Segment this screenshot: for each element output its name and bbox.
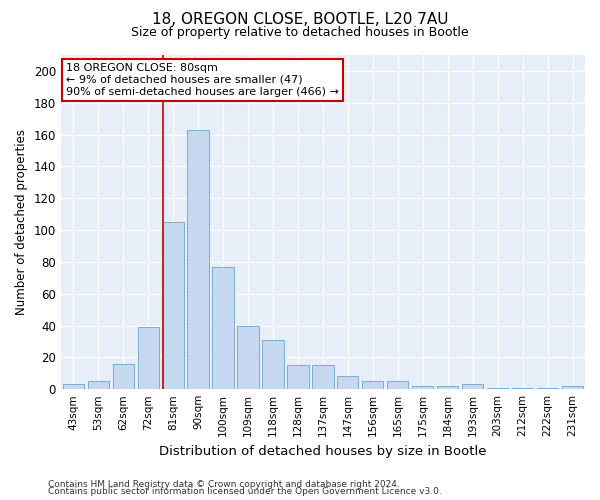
Bar (337, 376, 358, 389)
Text: Contains HM Land Registry data © Crown copyright and database right 2024.: Contains HM Land Registry data © Crown c… (48, 480, 400, 489)
Bar (487, 388, 508, 389)
Bar (262, 340, 284, 389)
Text: Size of property relative to detached houses in Bootle: Size of property relative to detached ho… (131, 26, 469, 39)
Text: Contains public sector information licensed under the Open Government Licence v3: Contains public sector information licen… (48, 488, 442, 496)
Bar (387, 381, 409, 389)
Bar (312, 366, 334, 389)
Bar (437, 386, 458, 389)
Bar (462, 384, 483, 389)
Bar (287, 366, 308, 389)
Bar (113, 364, 134, 389)
Y-axis label: Number of detached properties: Number of detached properties (15, 129, 28, 315)
Text: 18 OREGON CLOSE: 80sqm
← 9% of detached houses are smaller (47)
90% of semi-deta: 18 OREGON CLOSE: 80sqm ← 9% of detached … (66, 64, 339, 96)
Bar (163, 222, 184, 389)
Bar (137, 327, 159, 389)
Bar (88, 381, 109, 389)
X-axis label: Distribution of detached houses by size in Bootle: Distribution of detached houses by size … (159, 444, 487, 458)
Bar (362, 381, 383, 389)
Bar (238, 326, 259, 389)
Bar (537, 388, 558, 389)
Text: 18, OREGON CLOSE, BOOTLE, L20 7AU: 18, OREGON CLOSE, BOOTLE, L20 7AU (152, 12, 448, 28)
Bar (212, 266, 233, 389)
Bar (562, 386, 583, 389)
Bar (187, 130, 209, 389)
Bar (412, 386, 433, 389)
Bar (512, 388, 533, 389)
Bar (62, 384, 84, 389)
